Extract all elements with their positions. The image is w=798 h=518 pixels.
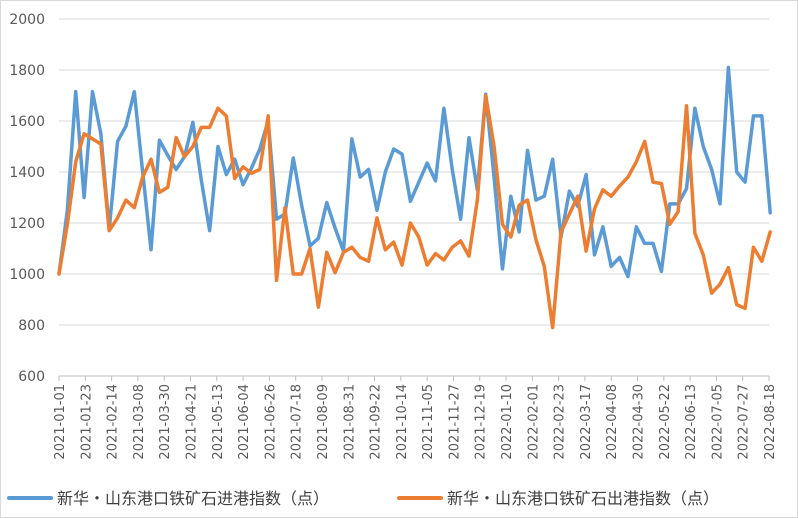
x-tick-label: 2021-11-05	[421, 384, 436, 460]
x-tick-label: 2022-01-10	[500, 384, 515, 460]
x-tick-label: 2022-06-13	[684, 384, 699, 460]
x-tick-label: 2021-10-14	[395, 384, 410, 460]
y-tick-label: 1400	[9, 165, 45, 181]
series-line-outbound	[57, 93, 772, 330]
x-tick-label: 2022-07-05	[710, 384, 725, 460]
x-axis-ticks: 2021-01-01 2021-01-23 2021-02-14 2021-03-08…	[53, 376, 778, 460]
y-tick-label: 800	[18, 318, 45, 334]
x-tick-label: 2021-05-13	[211, 384, 226, 460]
gridlines	[59, 18, 769, 377]
x-tick-label: 2021-01-01	[53, 384, 68, 460]
legend-entry-outbound: 新华・山东港口铁矿石出港指数（点）	[397, 489, 719, 508]
x-tick-label: 2022-07-27	[737, 384, 752, 460]
legend-entry-inbound: 新华・山东港口铁矿石进港指数（点）	[7, 489, 329, 508]
x-tick-label: 2022-08-18	[763, 384, 778, 460]
y-axis-ticks: 600 800 1000 1200 1400 1600 1800 2000	[9, 12, 45, 385]
x-tick-label: 2022-04-08	[605, 384, 620, 460]
x-tick-label: 2021-02-14	[106, 384, 121, 460]
x-tick-label: 2021-08-31	[342, 384, 357, 460]
x-tick-label: 2021-03-08	[132, 384, 147, 460]
x-tick-label: 2022-04-30	[632, 384, 647, 460]
x-tick-label: 2021-04-21	[184, 384, 199, 460]
x-tick-label: 2021-09-22	[369, 384, 384, 460]
x-tick-label: 2021-12-19	[474, 384, 489, 460]
y-tick-label: 1800	[9, 63, 45, 79]
series-lines	[57, 65, 772, 330]
y-tick-label: 2000	[9, 12, 45, 28]
y-tick-label: 1000	[9, 267, 45, 283]
series-line-inbound	[57, 65, 772, 279]
y-tick-label: 1200	[9, 216, 45, 232]
y-tick-label: 600	[18, 369, 45, 385]
x-tick-label: 2022-02-23	[553, 384, 568, 460]
y-tick-label: 1600	[9, 114, 45, 130]
legend: 新华・山东港口铁矿石进港指数（点） 新华・山东港口铁矿石出港指数（点）	[7, 489, 719, 508]
x-tick-label: 2021-06-04	[237, 384, 252, 460]
x-tick-label: 2022-02-01	[526, 384, 541, 460]
x-tick-label: 2021-07-18	[290, 384, 305, 460]
x-tick-label: 2022-03-17	[579, 384, 594, 460]
legend-label-outbound: 新华・山东港口铁矿石出港指数（点）	[447, 489, 719, 508]
x-tick-label: 2021-06-26	[263, 384, 278, 460]
x-tick-label: 2022-05-22	[658, 384, 673, 460]
x-tick-label: 2021-03-30	[158, 384, 173, 460]
legend-label-inbound: 新华・山东港口铁矿石进港指数（点）	[57, 489, 329, 508]
x-tick-label: 2021-11-27	[447, 384, 462, 460]
x-tick-label: 2021-01-23	[79, 384, 94, 460]
x-tick-label: 2021-08-09	[316, 384, 331, 460]
